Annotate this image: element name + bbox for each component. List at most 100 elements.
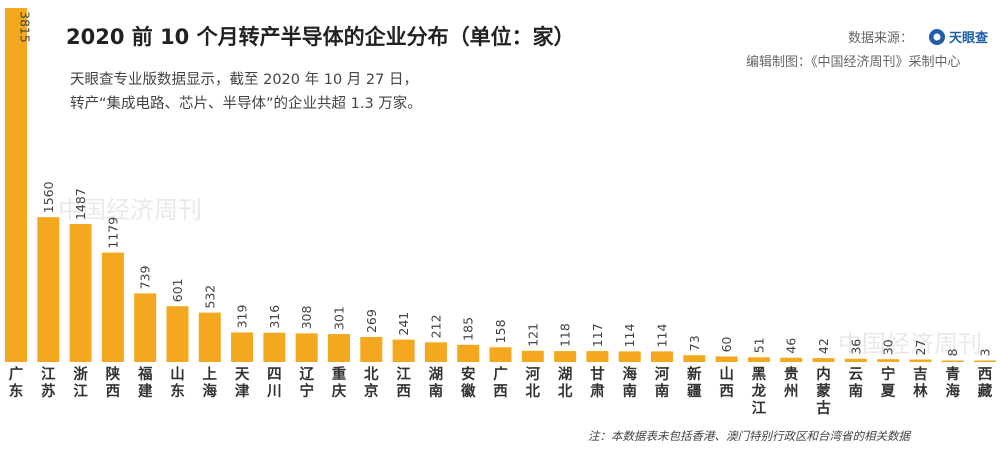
bar-28 xyxy=(909,359,932,362)
category-label-5: 山东 xyxy=(170,366,185,400)
bar-29 xyxy=(941,360,964,362)
bar-16 xyxy=(521,350,544,362)
bar-24 xyxy=(780,357,803,362)
bar-6 xyxy=(198,312,221,362)
bar-3 xyxy=(101,252,124,362)
bar-25 xyxy=(812,358,835,362)
value-label-17: 118 xyxy=(558,323,573,347)
bar-7 xyxy=(231,332,254,362)
category-label-10: 重庆 xyxy=(332,365,347,400)
bar-30 xyxy=(974,360,996,362)
category-label-14: 安徽 xyxy=(460,365,476,400)
watermark-left: 中国经济周刊 xyxy=(58,196,202,224)
bar-0 xyxy=(5,8,27,362)
category-label-17: 湖北 xyxy=(558,366,573,400)
value-label-15: 158 xyxy=(493,319,508,343)
category-labels: 广东江苏浙江陕西福建山东上海天津四川辽宁重庆北京江西湖南安徽广西河北湖北甘肃海南… xyxy=(9,365,993,417)
value-label-2: 1487 xyxy=(73,188,88,220)
source-credit: 编辑制图：《中国经济周刊》采制中心 xyxy=(746,55,961,70)
source-label: 数据来源： xyxy=(848,31,913,46)
subtitle-line-1: 天眼查专业版数据显示，截至 2020 年 10 月 27 日， xyxy=(70,71,418,88)
category-label-18: 甘肃 xyxy=(590,365,605,400)
bar-26 xyxy=(844,358,867,362)
value-label-9: 308 xyxy=(299,306,314,330)
bar-1 xyxy=(37,217,60,362)
bar-10 xyxy=(328,334,350,362)
category-label-29: 青海 xyxy=(945,365,960,400)
value-label-4: 739 xyxy=(138,266,153,290)
category-label-2: 浙江 xyxy=(73,365,88,400)
value-label-3: 1179 xyxy=(105,217,120,249)
value-label-22: 60 xyxy=(719,336,734,352)
value-label-14: 185 xyxy=(461,317,476,341)
value-label-13: 212 xyxy=(428,314,443,338)
value-label-27: 30 xyxy=(881,339,896,355)
footnote: 注：本数据表未包括香港、澳门特别行政区和台湾省的相关数据 xyxy=(588,429,911,443)
category-label-0: 广东 xyxy=(9,365,24,400)
value-label-18: 117 xyxy=(590,323,605,347)
bar-23 xyxy=(747,357,770,362)
tianyancha-logo: 天眼查 xyxy=(929,29,989,46)
category-label-25: 内蒙古 xyxy=(816,365,831,417)
category-label-30: 西藏 xyxy=(978,366,993,400)
watermarks: 中国经济周刊 中国经济周刊 xyxy=(58,196,982,358)
value-label-25: 42 xyxy=(816,338,831,354)
value-label-7: 319 xyxy=(235,304,250,328)
value-label-24: 46 xyxy=(784,338,799,354)
bar-20 xyxy=(651,351,673,362)
value-label-23: 51 xyxy=(751,337,766,353)
value-label-0: 3815 xyxy=(18,11,33,43)
category-label-27: 宁夏 xyxy=(881,365,896,400)
bar-21 xyxy=(683,355,706,362)
category-label-23: 黑龙江 xyxy=(751,366,767,417)
category-label-26: 云南 xyxy=(849,367,864,400)
bar-12 xyxy=(392,339,415,362)
value-label-5: 601 xyxy=(170,278,185,302)
value-label-19: 114 xyxy=(622,324,637,348)
category-label-8: 四川 xyxy=(266,367,282,400)
value-label-26: 36 xyxy=(848,339,863,355)
value-label-11: 269 xyxy=(364,309,379,333)
bar-2 xyxy=(69,224,92,362)
bar-11 xyxy=(360,337,383,362)
category-label-16: 河北 xyxy=(526,365,541,400)
bars xyxy=(5,8,996,362)
value-label-29: 8 xyxy=(945,349,960,357)
value-label-21: 73 xyxy=(687,335,702,351)
value-label-8: 316 xyxy=(267,305,282,329)
bar-4 xyxy=(134,293,157,362)
category-label-13: 湖南 xyxy=(429,366,444,400)
chart-title: 2020 前 10 个月转产半导体的企业分布（单位：家） xyxy=(66,25,575,49)
category-label-12: 江西 xyxy=(396,365,411,400)
bar-17 xyxy=(554,351,577,362)
value-label-12: 241 xyxy=(396,312,411,336)
bar-15 xyxy=(489,347,512,362)
subtitle-line-2: 转产“集成电路、芯片、半导体”的企业共超 1.3 万家。 xyxy=(70,94,422,112)
category-label-20: 河南 xyxy=(655,365,670,400)
bar-18 xyxy=(586,351,609,362)
category-label-3: 陕西 xyxy=(106,365,121,400)
category-label-11: 北京 xyxy=(364,366,379,400)
category-label-28: 吉林 xyxy=(913,365,928,400)
value-label-30: 3 xyxy=(978,349,993,357)
category-label-4: 福建 xyxy=(137,365,153,400)
tianyancha-logo-eye-icon xyxy=(933,33,941,41)
value-label-6: 532 xyxy=(202,285,217,309)
category-label-22: 山西 xyxy=(719,366,734,400)
category-label-1: 江苏 xyxy=(41,365,56,400)
category-label-6: 上海 xyxy=(203,366,218,400)
bar-5 xyxy=(166,306,189,362)
bar-14 xyxy=(457,344,480,362)
bar-22 xyxy=(715,356,738,362)
bar-13 xyxy=(424,342,447,362)
watermark-right: 中国经济周刊 xyxy=(838,330,982,358)
category-label-7: 天津 xyxy=(235,366,250,400)
value-label-1: 1560 xyxy=(41,181,56,213)
category-label-24: 贵州 xyxy=(783,365,799,400)
value-label-20: 114 xyxy=(655,324,670,348)
bar-9 xyxy=(295,333,318,362)
source-brand: 天眼查 xyxy=(949,30,989,46)
category-label-21: 新疆 xyxy=(687,365,702,400)
